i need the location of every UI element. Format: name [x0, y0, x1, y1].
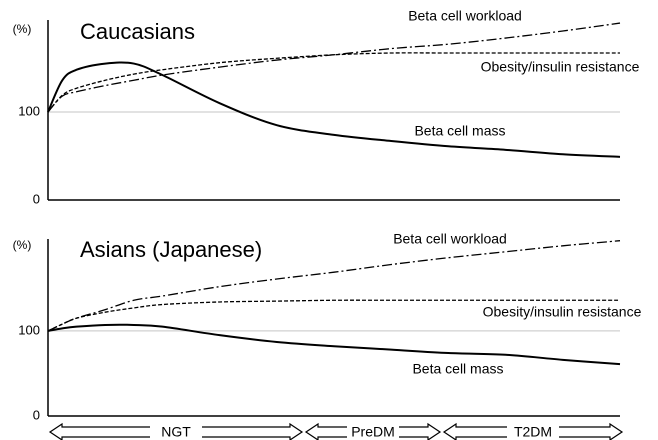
y-tick-label: 100 — [18, 322, 40, 337]
series-line — [47, 52, 620, 113]
stage-label-bg — [150, 425, 202, 439]
series-line — [47, 22, 621, 113]
stage-label: NGT — [161, 424, 191, 440]
y-tick-label: 0 — [33, 407, 40, 422]
y-tick-label: 100 — [18, 103, 40, 118]
chart-title: Asians (Japanese) — [80, 237, 262, 262]
series-label: Beta cell workload — [408, 8, 522, 24]
series-label: Obesity/insulin resistance — [483, 304, 642, 320]
series-line — [47, 323, 621, 366]
series-label: Beta cell mass — [412, 361, 503, 377]
series-line — [47, 240, 621, 332]
stage-label: PreDM — [351, 424, 395, 440]
stage-label-bg — [347, 425, 399, 439]
series-label: Beta cell workload — [393, 231, 507, 247]
series-line — [47, 299, 620, 332]
series-label: Obesity/insulin resistance — [481, 59, 640, 75]
series-line — [47, 61, 621, 158]
y-tick-label: 0 — [33, 191, 40, 206]
y-axis-label: (%) — [13, 22, 32, 36]
stage-label-bg — [507, 425, 559, 439]
series-label: Beta cell mass — [414, 123, 505, 139]
y-axis-label: (%) — [13, 238, 32, 252]
chart-title: Caucasians — [80, 19, 195, 44]
stage-label: T2DM — [514, 424, 552, 440]
